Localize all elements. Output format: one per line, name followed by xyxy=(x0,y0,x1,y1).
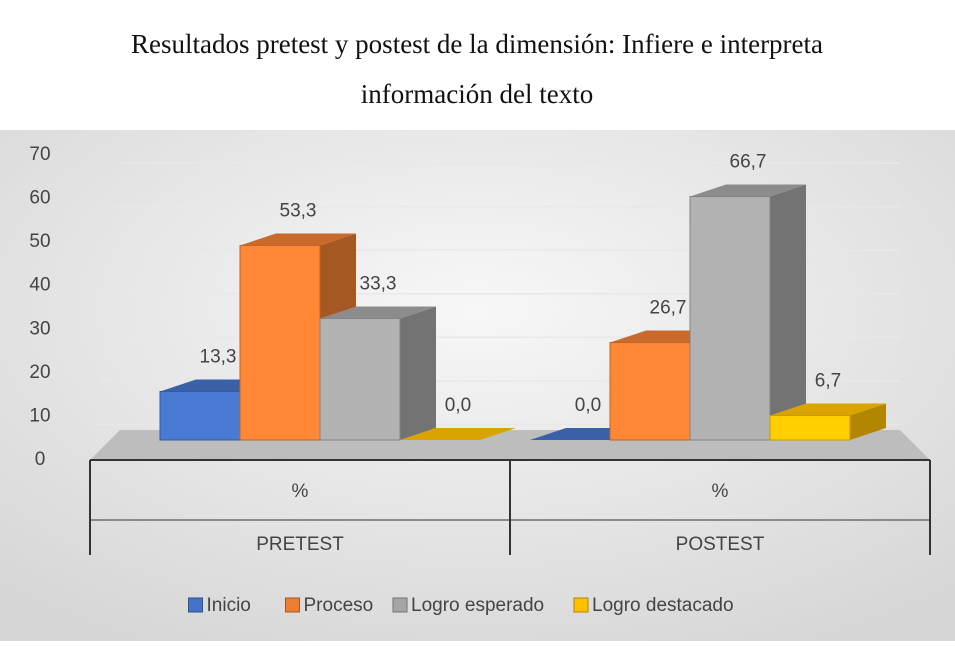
bar-top xyxy=(690,184,806,197)
y-tick-label: 60 xyxy=(29,188,50,209)
bar-top xyxy=(400,428,516,440)
x-group-label: POSTEST xyxy=(676,534,765,555)
value-label: 53,3 xyxy=(280,200,317,221)
legend-swatch xyxy=(392,597,408,613)
value-label: 0,0 xyxy=(575,395,601,416)
y-tick-label: 50 xyxy=(29,231,50,252)
x-tick-label: % xyxy=(712,481,729,502)
bar-front xyxy=(319,317,401,441)
legend-swatch xyxy=(285,597,300,613)
bar-front xyxy=(689,196,771,441)
legend-label: Proceso xyxy=(304,595,374,616)
bar-side xyxy=(400,306,436,440)
y-tick-label: 0 xyxy=(35,449,46,470)
bar-side xyxy=(850,403,886,440)
bar xyxy=(769,403,886,441)
y-tick-label: 10 xyxy=(29,405,50,426)
x-tick-label: % xyxy=(292,481,309,502)
value-label: 33,3 xyxy=(360,273,397,294)
bar-top xyxy=(240,233,356,246)
bar xyxy=(689,184,806,441)
value-label: 13,3 xyxy=(200,346,237,367)
value-label: 0,0 xyxy=(445,395,471,416)
y-tick-label: 20 xyxy=(29,362,50,383)
bar-top xyxy=(320,306,436,319)
legend-swatch xyxy=(573,597,589,613)
bar xyxy=(319,306,436,441)
bar xyxy=(400,428,516,440)
y-tick-label: 40 xyxy=(29,275,50,296)
value-label: 66,7 xyxy=(730,152,767,173)
chart-title: información del texto xyxy=(361,79,593,109)
legend-label: Logro destacado xyxy=(592,595,734,616)
bar-front xyxy=(239,244,321,441)
bar-top xyxy=(770,403,886,416)
y-tick-label: 30 xyxy=(29,318,50,339)
bar-front xyxy=(609,342,691,441)
chart-title: Resultados pretest y postest de la dimen… xyxy=(131,29,823,59)
x-group-label: PRETEST xyxy=(256,534,344,555)
bar-front xyxy=(769,415,851,441)
bar-front xyxy=(159,390,241,441)
value-label: 26,7 xyxy=(650,298,687,319)
bar-side xyxy=(770,184,806,440)
y-tick-label: 70 xyxy=(29,144,50,165)
legend-label: Inicio xyxy=(207,595,251,616)
legend-label: Logro esperado xyxy=(411,595,544,616)
value-label: 6,7 xyxy=(815,371,841,392)
legend-swatch xyxy=(188,597,203,613)
